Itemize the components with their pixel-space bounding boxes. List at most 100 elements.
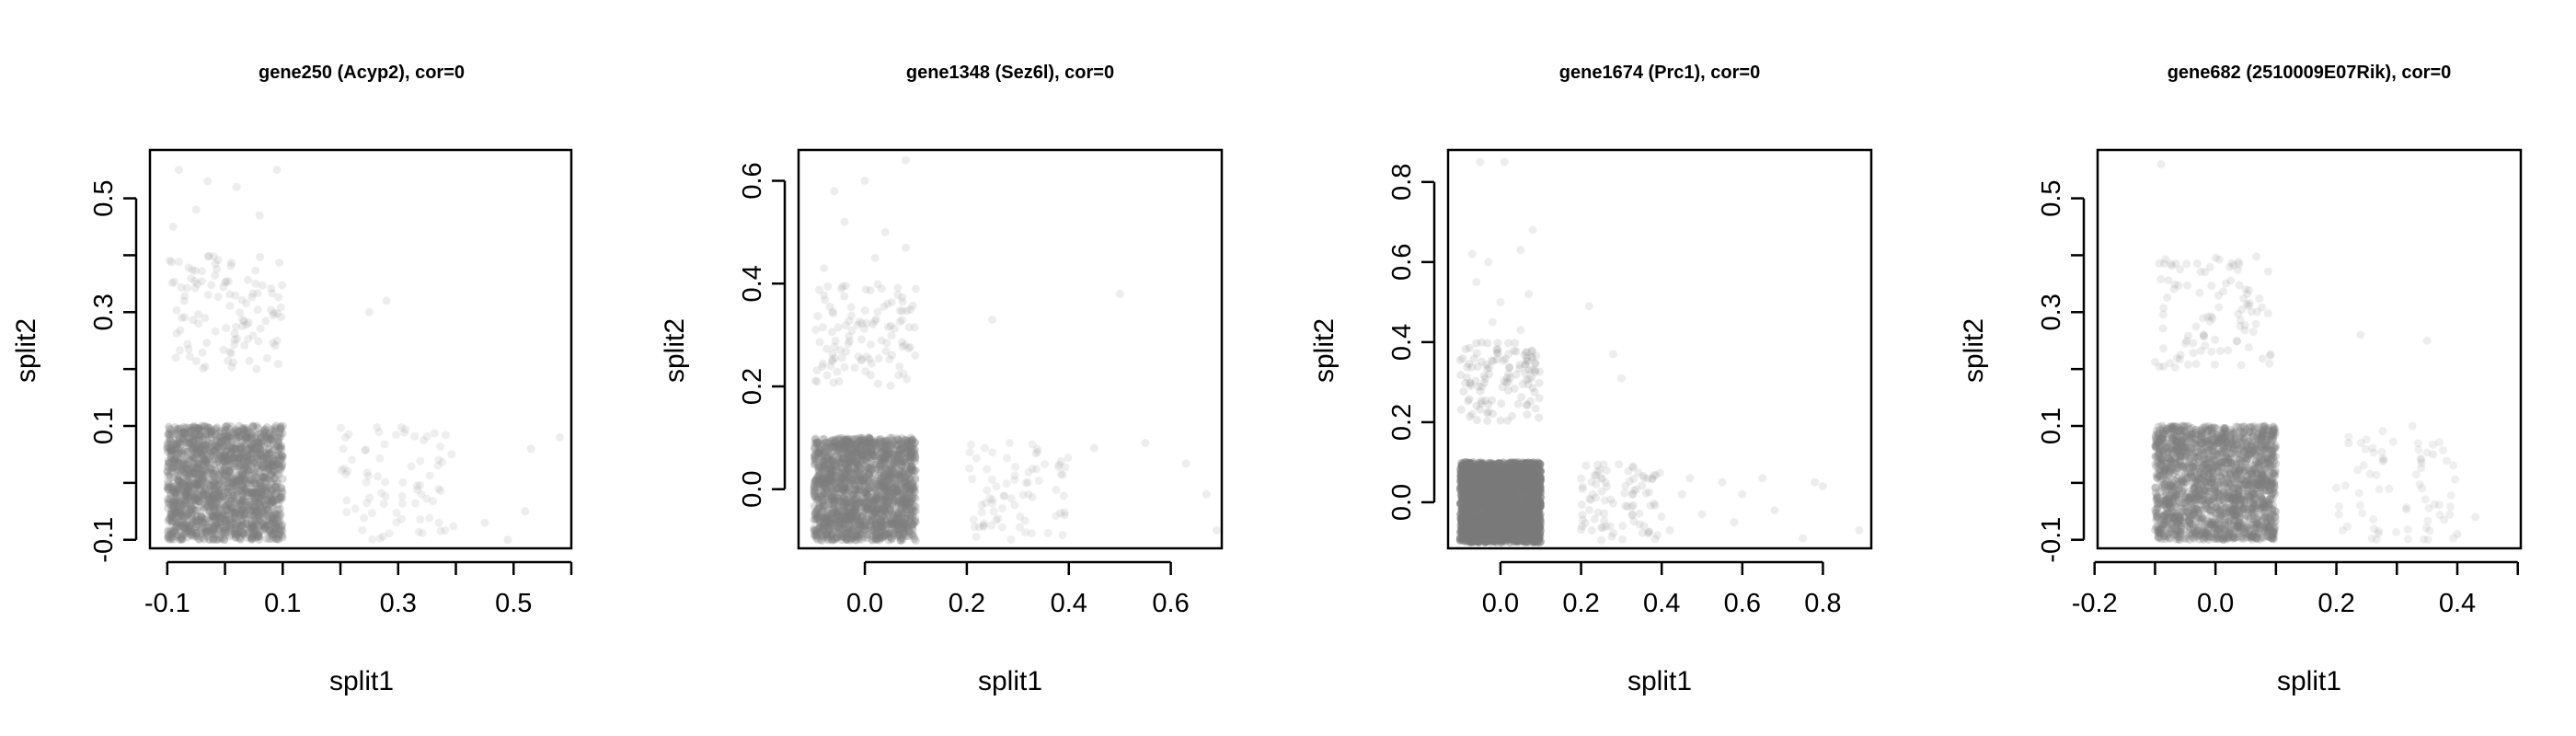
data-point [983,465,992,474]
data-point [911,351,920,360]
data-point [216,470,225,479]
data-point [239,459,248,468]
data-point [1031,449,1041,458]
data-point [897,338,906,347]
data-point [503,535,512,545]
data-point [242,452,251,461]
data-point [1024,468,1033,477]
data-point [382,296,391,305]
data-point [436,526,445,535]
data-point [250,458,259,467]
data-point [219,523,228,532]
data-point [220,454,229,462]
data-point [198,466,207,475]
data-point [177,506,186,515]
data-point [1006,494,1016,503]
data-point [823,282,833,291]
data-point [813,472,822,481]
x-tick-label: 0.3 [380,589,417,618]
data-point [965,464,974,473]
data-point [893,283,903,293]
data-point [256,433,265,443]
data-point [255,449,264,458]
data-point [173,441,181,450]
data-point [227,509,236,518]
data-point [235,464,244,473]
data-point [264,454,273,464]
x-axis: 0.0 0.2 0.4 0.6 [846,560,1190,618]
data-point [169,463,178,472]
data-point [244,275,252,284]
data-point [229,358,237,367]
data-point [815,338,824,347]
data-point [336,423,345,432]
data-point [969,515,978,524]
data-point [381,491,390,500]
data-point [811,376,820,385]
x-tick-label: 0.2 [949,589,985,618]
data-point [272,166,282,175]
data-point [855,486,864,495]
data-point [211,446,220,455]
data-point [174,459,183,468]
data-point [172,305,181,315]
data-point [171,353,180,362]
data-point [200,487,209,496]
data-point [187,464,196,473]
data-point [238,496,247,504]
data-point [830,187,839,196]
data-point [243,524,252,534]
data-point [249,506,258,515]
data-point [278,429,287,438]
data-point [410,431,420,441]
data-point [877,518,886,527]
data-point [248,489,258,498]
data-point [905,343,914,351]
data-point [1052,485,1061,494]
data-point [910,323,919,332]
data-point [167,489,176,498]
data-point [237,492,247,501]
scatter-points [163,166,564,545]
data-point [207,448,216,457]
data-point [270,497,279,505]
data-point [240,340,249,350]
data-point [413,485,422,494]
data-point [207,426,216,435]
data-point [171,450,180,458]
x-axis-label: split1 [329,666,394,696]
data-point [1115,289,1124,298]
data-point [216,486,225,495]
data-point [194,496,203,505]
data-point [221,447,229,456]
y-tick-label: -0.1 [89,517,119,563]
data-point [434,455,443,465]
data-point [191,444,201,454]
x-tick-label: 0.0 [846,589,883,618]
data-point [262,353,271,362]
data-point [868,320,878,328]
data-point [172,441,180,450]
data-point [179,428,189,437]
data-point [199,441,208,450]
data-point [861,285,870,294]
data-point [225,290,235,299]
data-point [222,324,231,333]
data-point [201,528,211,537]
data-point [981,443,989,453]
data-point [340,433,350,443]
data-point [219,282,228,292]
data-point [237,470,247,479]
data-point [375,534,385,543]
data-point [226,261,236,270]
data-point [197,421,206,431]
data-point [480,518,489,527]
data-point [201,527,210,536]
data-point [268,517,277,526]
data-point [521,507,530,516]
data-point [243,466,252,475]
data-point [1181,459,1190,468]
data-point [187,509,196,518]
data-point [881,347,891,356]
